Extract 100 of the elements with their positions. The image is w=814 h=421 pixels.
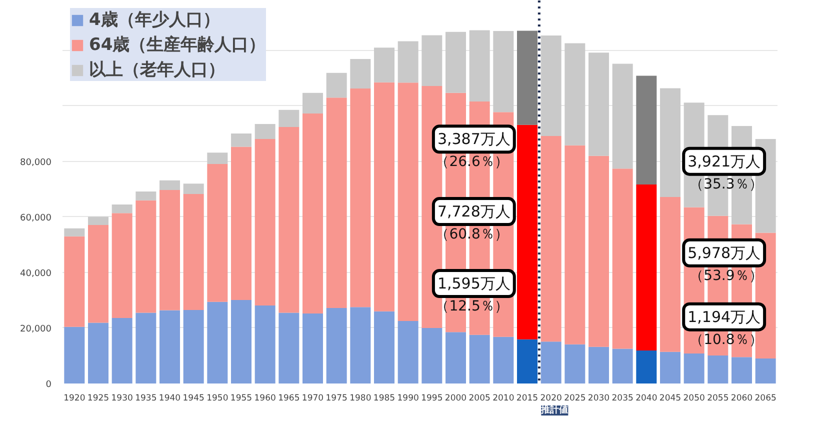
annotation: 3,921万人 <box>688 152 761 170</box>
legend-label: 64歳（生産年齢人口） <box>89 34 266 56</box>
bar <box>612 64 633 169</box>
bar <box>564 145 586 344</box>
bar <box>64 228 85 236</box>
annotation: （10.8％） <box>690 332 763 348</box>
bar <box>64 236 85 327</box>
bar <box>302 314 323 384</box>
x-tick-label: 1945 <box>182 394 204 404</box>
bar <box>231 300 252 384</box>
x-tick-label: 1995 <box>421 394 443 404</box>
x-tick-label: 1920 <box>64 394 86 404</box>
bar <box>588 156 609 347</box>
x-tick-label: 1930 <box>111 394 133 404</box>
bar <box>540 136 562 342</box>
bar <box>636 350 657 384</box>
x-tick-label: 2005 <box>468 394 490 404</box>
bar <box>636 76 657 185</box>
bar <box>350 59 371 88</box>
annotation: （12.5％） <box>435 298 508 315</box>
annotation: （60.8％） <box>435 226 508 243</box>
x-tick-label: 1975 <box>326 394 348 404</box>
x-tick-label: 1990 <box>397 394 419 404</box>
x-tick-label: 2000 <box>444 394 467 404</box>
bar <box>469 30 490 102</box>
bar <box>183 184 204 194</box>
bar <box>88 225 108 323</box>
bar <box>564 344 586 384</box>
bar <box>517 30 538 125</box>
annotation: 1,194万人 <box>688 308 761 326</box>
bar <box>398 82 418 322</box>
bar <box>493 31 514 112</box>
bar <box>636 184 657 350</box>
x-tick-label: 1935 <box>135 394 157 404</box>
bar <box>207 302 228 384</box>
bar <box>326 308 347 384</box>
bar <box>660 352 680 384</box>
x-tick-label: 2020 <box>540 394 562 404</box>
bar <box>517 124 538 340</box>
bar <box>612 348 633 384</box>
x-tick-label: 2055 <box>707 394 729 404</box>
y-tick-label: 60,000 <box>20 213 52 224</box>
bar <box>112 318 132 384</box>
bar <box>254 306 276 384</box>
x-tick-label: 2025 <box>564 394 586 404</box>
annotation: （53.9％） <box>690 268 763 284</box>
bar <box>422 328 442 384</box>
bar <box>183 194 204 310</box>
bar <box>326 98 347 308</box>
bar <box>374 311 394 384</box>
bar <box>88 322 108 384</box>
bar <box>278 312 300 384</box>
legend-label: 以上（老年人口） <box>89 59 225 81</box>
bar <box>446 32 466 93</box>
x-tick-label: 2040 <box>636 394 658 404</box>
x-tick-label: 2050 <box>683 394 705 404</box>
y-tick-label: 40,000 <box>20 268 52 279</box>
annotation: （26.6％） <box>435 154 508 170</box>
bar <box>588 346 609 384</box>
annotation: 7,728万人 <box>437 202 510 221</box>
bar <box>136 191 156 200</box>
x-tick-label: 2010 <box>492 394 514 404</box>
bar <box>398 321 418 384</box>
x-tick-label: 1985 <box>373 394 396 404</box>
bar <box>183 310 204 384</box>
bar <box>684 354 704 384</box>
bar <box>160 310 180 384</box>
x-tick-label: 2060 <box>730 394 753 404</box>
annotation: （35.3％） <box>690 176 763 192</box>
bar <box>254 138 276 306</box>
annotation: 5,978万人 <box>688 244 761 262</box>
bar <box>350 307 371 384</box>
bar <box>517 339 538 384</box>
bar <box>708 355 728 384</box>
x-tick-label: 2030 <box>588 394 610 404</box>
bar <box>350 88 371 308</box>
x-tick-label: 1955 <box>230 394 252 404</box>
y-tick-label: 80,000 <box>20 158 52 168</box>
bar <box>278 110 300 128</box>
legend-label: 4歳（年少人口） <box>89 9 220 31</box>
bar <box>422 35 442 86</box>
x-tick-label: 1950 <box>206 394 228 404</box>
bar <box>732 357 752 384</box>
x-tick-label: 2065 <box>754 394 776 404</box>
text: 推計値 <box>540 404 568 416</box>
annotation: 3,387万人 <box>437 130 510 148</box>
bar <box>278 127 300 313</box>
x-tick-label: 1980 <box>350 394 372 404</box>
bar <box>374 82 394 312</box>
x-tick-label: 1970 <box>302 394 324 404</box>
bar <box>136 312 156 384</box>
bar <box>493 336 514 384</box>
bar <box>660 88 680 197</box>
x-tick-label: 2035 <box>612 394 634 404</box>
bar <box>88 216 108 226</box>
bar <box>540 342 562 384</box>
bar <box>231 146 252 300</box>
y-tick-label: 0 <box>46 380 52 390</box>
bar <box>302 92 323 114</box>
x-tick-label: 1965 <box>278 394 300 404</box>
